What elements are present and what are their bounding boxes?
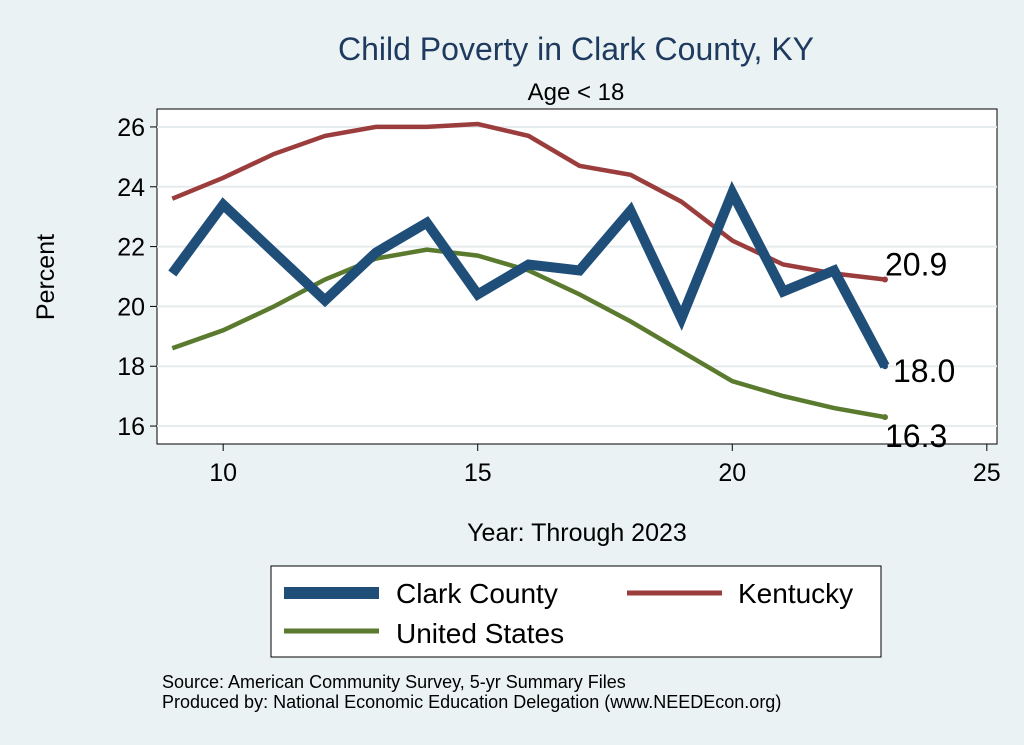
end-labels: 16.3 20.9 18.0 — [885, 246, 955, 454]
end-label-clark-county: 18.0 — [893, 353, 955, 389]
series-line-clark-county — [168, 180, 890, 369]
series-end-point-united-states — [882, 414, 888, 421]
producer-note: Produced by: National Economic Education… — [162, 692, 781, 712]
y-tick-label: 26 — [117, 114, 145, 142]
legend-label-united-states: United States — [396, 618, 564, 649]
series-line-united-states — [171, 247, 886, 420]
y-tick-label: 24 — [117, 174, 145, 202]
series-end-point-kentucky — [882, 276, 888, 283]
y-tick-label: 20 — [117, 293, 145, 321]
legend: Clark County Kentucky United States — [270, 565, 882, 658]
x-tick-label: 10 — [209, 459, 237, 487]
y-tick-label: 16 — [117, 413, 145, 441]
x-tick-label: 15 — [464, 459, 492, 487]
x-tick-label: 20 — [718, 459, 746, 487]
gridlines — [157, 125, 997, 428]
legend-label-clark-county: Clark County — [396, 578, 558, 609]
y-tick-label: 22 — [117, 234, 145, 262]
series-lines — [168, 121, 890, 421]
legend-box — [270, 565, 882, 658]
x-tick-label: 25 — [973, 459, 1001, 487]
end-label-kentucky: 20.9 — [885, 246, 947, 282]
end-label-united-states: 16.3 — [885, 418, 947, 454]
chart-subtitle: Age < 18 — [528, 79, 625, 106]
x-axis-label: Year: Through 2023 — [467, 519, 687, 547]
y-axis-label: Percent — [32, 234, 60, 320]
source-note: Source: American Community Survey, 5-yr … — [162, 672, 626, 692]
y-axis: 16 18 20 22 24 26 — [117, 114, 157, 441]
y-tick-label: 18 — [117, 353, 145, 381]
chart-title: Child Poverty in Clark County, KY — [338, 31, 814, 67]
legend-label-kentucky: Kentucky — [738, 578, 853, 609]
series-end-point-clark-county — [882, 363, 888, 370]
x-axis: 10 15 20 25 — [209, 444, 1001, 487]
